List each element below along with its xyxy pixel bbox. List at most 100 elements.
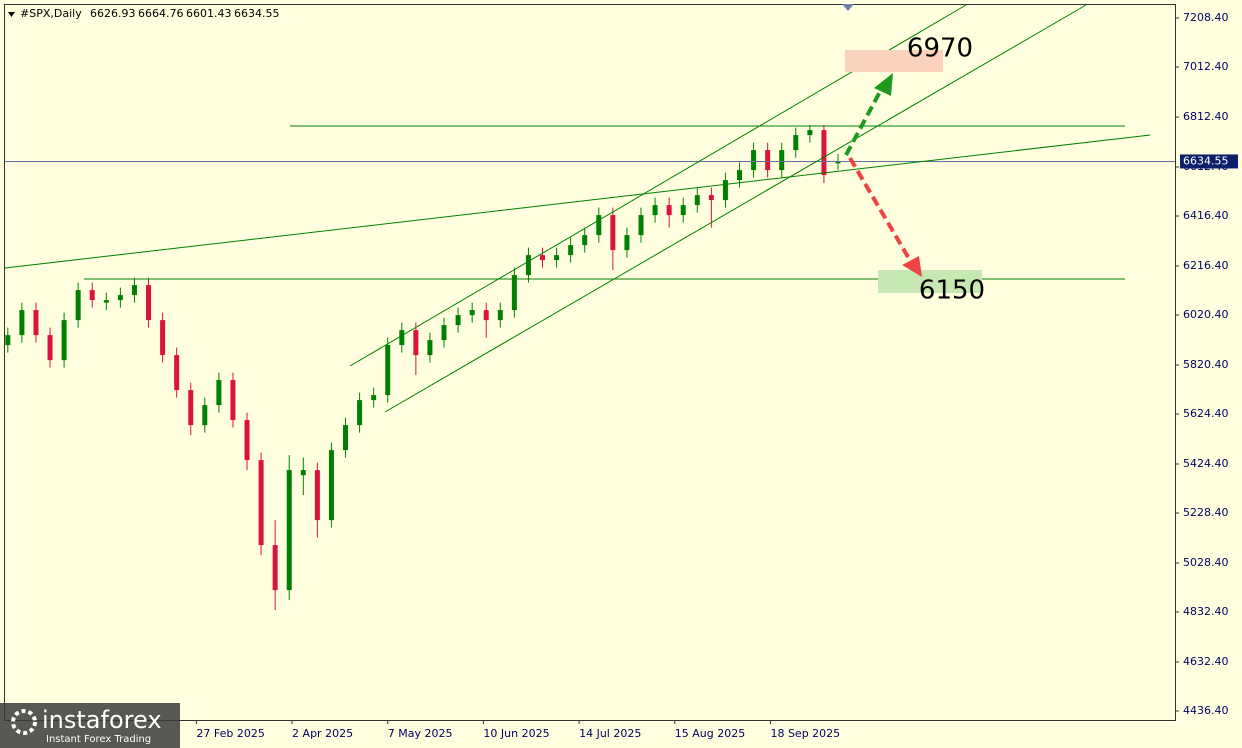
- candle-body: [75, 290, 81, 321]
- candle-body: [708, 195, 714, 201]
- arrow-down: [848, 156, 913, 264]
- candle-body: [694, 195, 700, 206]
- candle-body: [483, 310, 489, 321]
- x-tick-label: 7 May 2025: [388, 727, 453, 740]
- target-label: 6150: [919, 276, 985, 306]
- candle-body: [244, 420, 250, 461]
- candle-body: [146, 285, 152, 321]
- candle-body: [765, 150, 771, 171]
- menu-icon: [8, 12, 15, 17]
- arrow-head: [902, 256, 922, 277]
- channel-lower: [384, 4, 1087, 413]
- target-zone-up: [845, 50, 943, 72]
- candle-body: [455, 315, 461, 326]
- candle-body: [793, 135, 799, 151]
- header-low: 6601.43: [186, 7, 232, 20]
- x-tick-label: 14 Jul 2025: [579, 727, 641, 740]
- candle-body: [666, 205, 672, 216]
- logo-icon: [11, 709, 37, 735]
- shift-marker: [842, 4, 854, 11]
- candle-body: [399, 330, 405, 346]
- y-tick-label: 7012.40: [1183, 60, 1229, 73]
- candle-body: [554, 255, 560, 261]
- candle-body: [779, 150, 785, 171]
- candle-body: [258, 460, 264, 546]
- y-tick-label: 4632.40: [1183, 655, 1229, 668]
- header-open: 6626.93: [90, 7, 136, 20]
- candle-body: [582, 235, 588, 246]
- price-tag-label: 6634.55: [1183, 154, 1229, 167]
- x-tick-label: 18 Sep 2025: [770, 727, 840, 740]
- y-tick-label: 5624.40: [1183, 407, 1229, 420]
- candle-body: [174, 355, 180, 391]
- candle-body: [525, 255, 531, 276]
- candle-body: [216, 380, 222, 406]
- candle-body: [680, 205, 686, 216]
- logo-name: instaforex: [42, 706, 162, 734]
- candle-body: [103, 300, 109, 303]
- candle-body: [385, 345, 391, 396]
- candle-body: [357, 400, 363, 426]
- header-close: 6634.55: [234, 7, 280, 20]
- candle-body: [202, 405, 208, 426]
- candle-body: [638, 215, 644, 236]
- y-tick-label: 5228.40: [1183, 506, 1229, 519]
- y-tick-label: 5820.40: [1183, 358, 1229, 371]
- price-tag: [1180, 154, 1238, 169]
- header-high: 6664.76: [138, 7, 184, 20]
- candle-body: [413, 330, 419, 356]
- candle-body: [722, 180, 728, 201]
- candle-body: [300, 470, 306, 476]
- candle-body: [131, 285, 137, 296]
- candle-body: [230, 380, 236, 421]
- candle-body: [821, 130, 827, 176]
- candle-body: [343, 425, 349, 451]
- y-tick-label: 6216.40: [1183, 259, 1229, 272]
- candle-body: [371, 395, 377, 401]
- candle-body: [540, 255, 546, 261]
- candle-body: [751, 150, 757, 171]
- candle-body: [61, 320, 67, 361]
- y-tick-label: 6416.40: [1183, 209, 1229, 222]
- candle-body: [737, 170, 743, 181]
- y-tick-label: 5424.40: [1183, 457, 1229, 470]
- logo-tagline: Instant Forex Trading: [46, 734, 151, 745]
- plot: [5, 17, 1179, 724]
- candle-body: [5, 335, 11, 346]
- candle-body: [117, 295, 123, 301]
- candle-body: [807, 130, 813, 136]
- candle-body: [47, 335, 53, 361]
- x-tick-label: 15 Aug 2025: [675, 727, 745, 740]
- y-tick-label: 6020.40: [1183, 308, 1229, 321]
- candle-body: [272, 545, 278, 591]
- x-tick-label: 27 Feb 2025: [196, 727, 264, 740]
- target-zone-down: [878, 270, 982, 293]
- symbol-title: #SPX,Daily: [20, 7, 82, 20]
- x-tick-label: 10 Jun 2025: [483, 727, 549, 740]
- trend-line: [4, 134, 1151, 269]
- y-tick-label: 4832.40: [1183, 605, 1229, 618]
- plot-frame: [4, 4, 1176, 721]
- candle-body: [19, 310, 25, 336]
- candle-body: [89, 290, 95, 301]
- candle-body: [33, 310, 39, 336]
- candle-body: [596, 215, 602, 236]
- candle-body: [188, 390, 194, 426]
- candle-body: [624, 235, 630, 251]
- arrow-up: [844, 87, 884, 156]
- candle-body: [314, 470, 320, 521]
- candle-body: [427, 340, 433, 356]
- y-tick-label: 4436.40: [1183, 704, 1229, 717]
- candle-body: [286, 470, 292, 591]
- candle-body: [610, 215, 616, 251]
- candle-body: [469, 310, 475, 316]
- y-tick-label: 6812.40: [1183, 110, 1229, 123]
- candle-body: [328, 450, 334, 521]
- y-tick-label: 5028.40: [1183, 556, 1229, 569]
- candle-body: [497, 310, 503, 321]
- candle-body: [568, 245, 574, 256]
- candle-body: [511, 275, 517, 311]
- y-tick-label: 7208.40: [1183, 11, 1229, 24]
